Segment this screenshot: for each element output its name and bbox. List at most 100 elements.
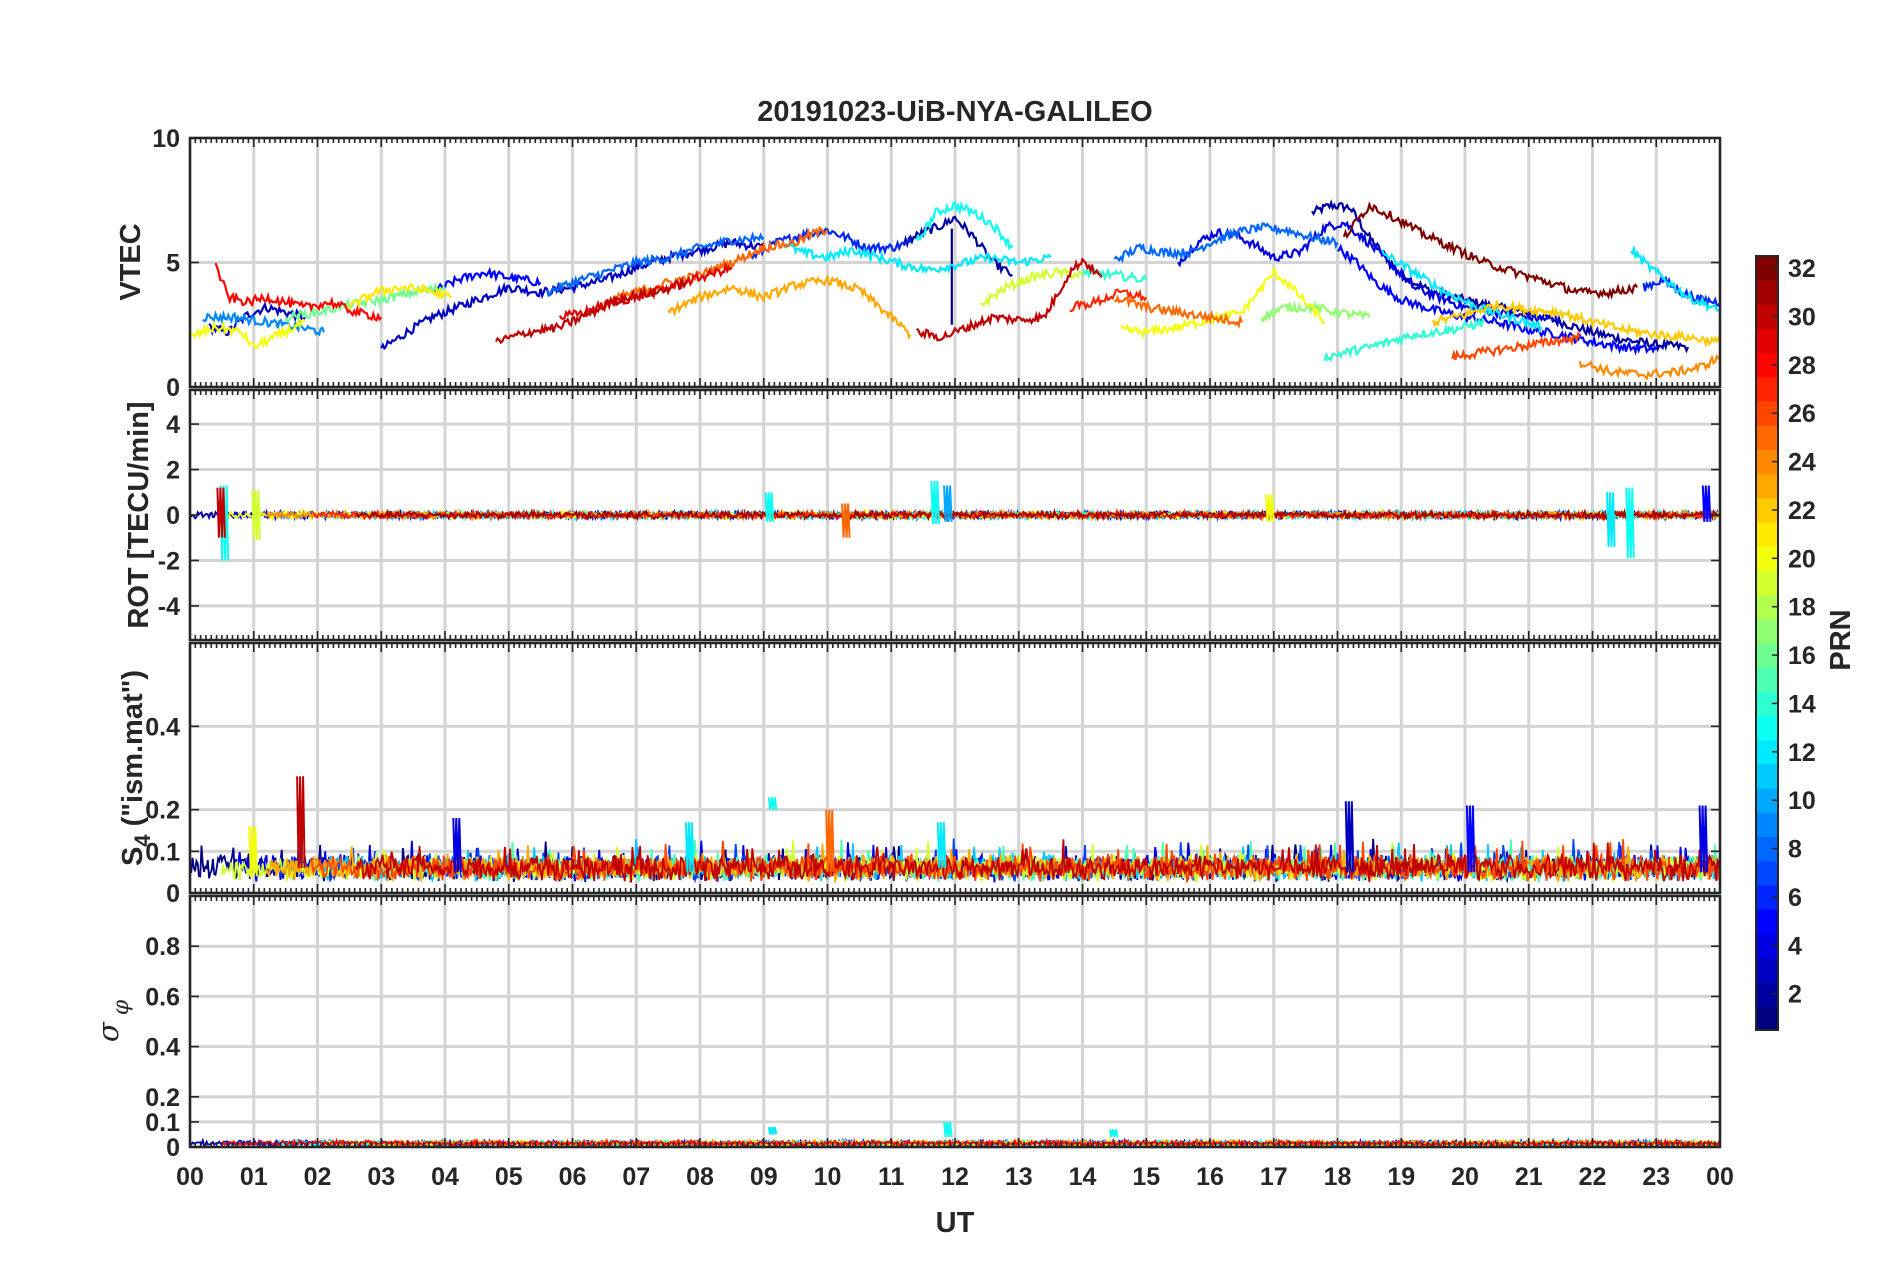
x-tick-label: 01 [240, 1163, 268, 1191]
rot-y-tick-label: -2 [158, 547, 180, 575]
s4-y-tick-label: 0.4 [145, 713, 180, 741]
x-tick-label: 04 [431, 1163, 459, 1191]
x-tick-label: 11 [878, 1163, 905, 1191]
colorbar-tick-label: 24 [1788, 449, 1816, 477]
sigma-y-tick-label: 0.1 [145, 1109, 180, 1137]
x-tick-label: 09 [750, 1163, 778, 1191]
rot-spike-prn-20 [1265, 494, 1275, 522]
colorbar-segment-prn-4 [1756, 933, 1778, 958]
rot-spike-prn-13 [764, 492, 775, 522]
colorbar-tick-label: 20 [1788, 545, 1816, 573]
x-tick-label: 18 [1324, 1163, 1352, 1191]
rot-spike-prn-19 [251, 489, 261, 541]
x-tick-label: 19 [1387, 1163, 1415, 1191]
vtec-series-prn-17 [1260, 299, 1371, 323]
vtec-series-prn-27 [1069, 288, 1148, 313]
s4-spike-prn-4 [452, 817, 462, 873]
x-axis-tick-labels: 00 01 02 03 04 05 06 07 08 09 10 11 12 13 14 15 16 17 18 19… [176, 1163, 1734, 1191]
s4-series-prn-30 [355, 839, 1720, 883]
colorbar-segment-prn-3 [1756, 957, 1778, 983]
colorbar-segment-prn-19 [1756, 570, 1778, 596]
sigma-y-tick-label: 0.4 [145, 1034, 180, 1062]
colorbar-tick-label: 2 [1788, 981, 1802, 1009]
x-tick-label: 14 [1069, 1163, 1097, 1191]
x-tick-label: 15 [1132, 1163, 1160, 1191]
colorbar-segment-prn-18 [1756, 594, 1778, 620]
colorbar-segment-prn-26 [1756, 401, 1778, 426]
colorbar-segment-prn-9 [1756, 812, 1778, 837]
vtec-series-prn-6 [750, 227, 912, 260]
vtec-series-prn-23 [667, 275, 912, 340]
s4-panel: 0 0.1 0.2 0.4 [145, 641, 1722, 908]
x-tick-label: 00 [176, 1163, 204, 1191]
y-axis-labels: VTEC ROT [TECU/min] S4 ("ism.mat") σ φ [91, 223, 155, 1042]
colorbar-segment-prn-22 [1756, 497, 1778, 523]
rot-series-prn-31 [355, 507, 1720, 522]
vtec-series-prn-30 [495, 276, 688, 345]
x-tick-label: 00 [1706, 1163, 1734, 1191]
colorbar-label: PRN [1825, 609, 1857, 670]
rot-y-tick-label: 2 [166, 457, 180, 485]
colorbar-segment-prn-27 [1756, 376, 1778, 402]
sigma-y-axis-label: σ φ [91, 999, 134, 1042]
vtec-series-prn-30 [916, 257, 1103, 342]
x-tick-label: 22 [1579, 1163, 1607, 1191]
colorbar-tick-label: 16 [1788, 642, 1816, 670]
colorbar-segment-prn-31 [1756, 280, 1778, 305]
s4-spike-prn-13 [767, 797, 778, 810]
vtec-series-prn-12 [1381, 249, 1543, 334]
vtec-series-prn-5 [1336, 243, 1658, 356]
colorbar-tick-label: 30 [1788, 303, 1816, 331]
colorbar-tick-label: 8 [1788, 836, 1802, 864]
x-tick-label: 17 [1260, 1163, 1288, 1191]
s4-spike-prn-5 [1465, 805, 1476, 873]
x-tick-label: 20 [1451, 1163, 1479, 1191]
colorbar-tick-label: 22 [1788, 497, 1816, 525]
vtec-series-prn-28 [214, 262, 383, 323]
s4-spike-prn-12 [684, 822, 695, 873]
colorbar-tick-label: 26 [1788, 400, 1816, 428]
vtec-series-prn-21 [348, 283, 453, 310]
vtec-series-prn-5 [431, 266, 542, 296]
x-tick-label: 23 [1642, 1163, 1670, 1191]
sigma-y-tick-label: 0 [166, 1134, 180, 1162]
colorbar-tick-label: 10 [1788, 787, 1816, 815]
colorbar-segment-prn-13 [1756, 715, 1778, 741]
x-tick-label: 05 [495, 1163, 523, 1191]
colorbar-segment-prn-21 [1756, 522, 1778, 547]
s4-spike-prn-25 [825, 809, 835, 873]
rot-y-tick-label: 4 [166, 411, 180, 439]
colorbar-tick-label: 4 [1788, 932, 1802, 960]
s4-y-tick-label: 0.1 [145, 838, 180, 866]
x-tick-label: 21 [1515, 1163, 1543, 1191]
x-tick-label: 06 [559, 1163, 587, 1191]
colorbar-segment-prn-5 [1756, 909, 1778, 934]
colorbar-segment-prn-17 [1756, 618, 1778, 644]
colorbar-segment-prn-32 [1756, 256, 1778, 281]
colorbar-segment-prn-23 [1756, 473, 1778, 499]
s4-spike-prn-4 [1698, 805, 1709, 873]
colorbar-segment-prn-12 [1756, 739, 1778, 765]
colorbar-segment-prn-15 [1756, 667, 1778, 692]
colorbar-segment-prn-8 [1756, 836, 1778, 862]
colorbar-segment-prn-1 [1756, 1005, 1778, 1031]
x-tick-label: 03 [367, 1163, 395, 1191]
vtec-series-prn-26 [1451, 330, 1581, 361]
colorbar-segment-prn-16 [1756, 643, 1778, 668]
rot-spike-prn-25 [841, 503, 851, 538]
sigma-y-tick-label: 0.2 [145, 1084, 180, 1112]
x-tick-label: 16 [1196, 1163, 1224, 1191]
vtec-series-prn-8 [545, 231, 765, 298]
colorbar-segment-prn-2 [1756, 981, 1778, 1007]
rot-y-tick-label: -4 [158, 593, 180, 621]
colorbar-tick-label: 18 [1788, 594, 1816, 622]
vtec-series-prn-9 [201, 309, 325, 337]
colorbar-tick-label: 28 [1788, 352, 1816, 380]
x-axis-label: UT [936, 1207, 975, 1239]
vtec-y-axis-label: VTEC [115, 223, 147, 300]
sigma-phi-panel: 00.10.2 0.4 0.6 0.8 [145, 894, 1722, 1162]
rot-spike-prn-13 [930, 480, 940, 525]
vtec-series-prn-3 [380, 237, 765, 351]
